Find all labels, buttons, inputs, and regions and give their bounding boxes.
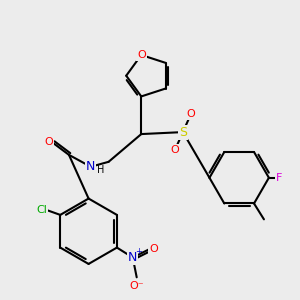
Text: +: + (135, 247, 142, 256)
Text: F: F (276, 173, 282, 183)
Text: O⁻: O⁻ (129, 281, 144, 291)
Text: Cl: Cl (36, 205, 47, 215)
Text: S: S (179, 126, 187, 139)
Text: O: O (171, 145, 179, 155)
Text: N: N (86, 160, 95, 173)
Text: O: O (137, 50, 146, 60)
Text: O: O (149, 244, 158, 254)
Text: H: H (97, 165, 104, 175)
Text: O: O (45, 137, 53, 147)
Text: O: O (186, 109, 195, 119)
Text: N: N (128, 251, 137, 264)
